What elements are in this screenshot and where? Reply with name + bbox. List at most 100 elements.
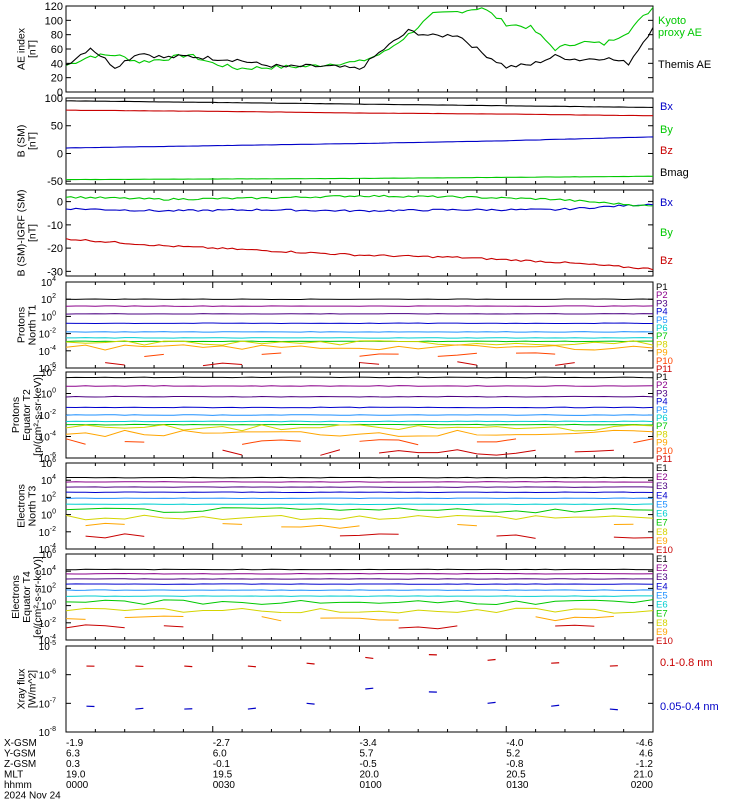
flux-series-line — [124, 615, 184, 619]
y-tick-label: 104 — [41, 474, 56, 487]
flux-legend-entry: P3 — [656, 388, 668, 399]
xray-dash — [487, 658, 496, 661]
flux-series-line — [65, 305, 654, 307]
y-tick-label: 10-2 — [39, 526, 56, 539]
y-tick-label: 20 — [51, 73, 63, 85]
ylabel-line: B (SM) — [16, 125, 28, 158]
flux-legend-entry: E10 — [656, 636, 673, 647]
flux-legend-entry: E2 — [656, 472, 668, 483]
xray-dash — [365, 687, 374, 690]
flux-legend-entry: E3 — [656, 481, 668, 492]
b-series-line — [65, 136, 654, 149]
ephemeris-value: -1.2 — [636, 759, 654, 770]
ephemeris-row-label: MLT — [4, 770, 23, 781]
flux6-ylabel: Electrons Equator T4 [e/(cm²-s-sr-keV)] — [10, 556, 44, 638]
y-tick-label: 0 — [57, 87, 63, 99]
flux-series-line — [85, 522, 125, 527]
flux-legend-entry: E1 — [656, 554, 668, 565]
flux-legend-entry: P9 — [656, 438, 668, 449]
b-series-line — [65, 238, 654, 271]
ephemeris-value: 0000 — [66, 780, 89, 791]
ylabel-line: B (SM)-IGRF (SM) — [16, 190, 28, 277]
ephemeris-value: -0.1 — [213, 759, 231, 770]
flux-legend-entry: E10 — [656, 545, 673, 556]
flux-series-line — [65, 331, 654, 333]
xray-ylabel: Xray flux [W/m^2] — [16, 668, 39, 710]
flux-legend-entry: P7 — [656, 331, 668, 342]
y-tick-label: 60 — [51, 44, 63, 56]
xray-legend-entry: 0.05-0.4 nm — [660, 701, 719, 713]
flux-legend-entry: P4 — [656, 307, 668, 318]
y-tick-label: 50 — [51, 121, 63, 133]
flux-series-line — [398, 625, 458, 630]
ephemeris-value: 19.5 — [213, 770, 233, 781]
ephemeris-value: 19.0 — [66, 770, 86, 781]
xray-legend-entry: 0.1-0.8 nm — [660, 657, 713, 669]
flux-legend-entry: P5 — [656, 405, 668, 416]
flux-series-line — [144, 353, 164, 357]
ephemeris-value: -4.0 — [506, 738, 524, 749]
flux-legend-entry: P4 — [656, 397, 668, 408]
flux-series-line — [65, 618, 86, 620]
ephemeris-value: 0030 — [213, 780, 236, 791]
ephemeris-value: -2.7 — [213, 738, 231, 749]
flux-series-line — [105, 362, 125, 366]
ylabel-line: Equator T4 — [21, 571, 33, 623]
ephemeris-value: 0130 — [506, 780, 529, 791]
flux-legend-entry: E2 — [656, 563, 668, 574]
flux-series-line — [65, 573, 654, 575]
b-legend-entry: Bz — [660, 255, 673, 267]
xray-dash — [135, 707, 144, 710]
flux-legend-entry: P1 — [656, 372, 668, 383]
flux-series-line — [359, 439, 419, 446]
flux-legend-entry: E1 — [656, 463, 668, 474]
flux-series-line — [65, 420, 654, 423]
y-tick-label: -20 — [47, 243, 63, 255]
y-tick-label: 0 — [57, 148, 63, 160]
b-legend-entry: Bx — [660, 101, 673, 113]
flux-legend-entry: E4 — [656, 490, 668, 501]
flux-series-line — [65, 395, 654, 398]
flux-series-line — [222, 523, 243, 525]
flux-legend-entry: P8 — [656, 429, 668, 440]
y-tick-label: 100 — [41, 509, 56, 522]
flux-series-line — [65, 481, 654, 483]
ylabel-line: Electrons — [16, 484, 28, 528]
flux-legend-entry: P2 — [656, 380, 668, 391]
flux-legend-entry: P2 — [656, 290, 668, 301]
flux-series-line — [476, 438, 517, 443]
ylabel-line: AE index — [16, 27, 28, 70]
ae-panel-frame — [65, 5, 654, 93]
xray-dash — [184, 665, 193, 668]
b2-ylabel: B (SM)-IGRF (SM) [nT] — [16, 190, 39, 277]
b-series-line — [65, 100, 654, 108]
b-panel-2-frame — [65, 189, 654, 277]
flux-legend-entry: E6 — [656, 600, 668, 611]
flux-legend-entry: P1 — [656, 282, 668, 293]
flux-series-line — [261, 616, 282, 622]
ae-series-line — [65, 27, 654, 70]
y-tick-label: 102 — [41, 293, 56, 306]
flux-series-line — [457, 524, 477, 527]
ephemeris-value: 5.7 — [360, 749, 374, 760]
xray-dash — [247, 665, 256, 668]
ylabel-line: [e/(cm²-s-sr-keV)] — [32, 556, 44, 638]
flux-series-line — [65, 424, 654, 432]
y-tick-label: 10-7 — [39, 697, 56, 710]
flux-legend-entry: P10 — [656, 356, 673, 367]
flux-legend-entry: E9 — [656, 536, 668, 547]
xray-dash — [487, 701, 496, 704]
flux-legend-entry: P11 — [656, 454, 672, 465]
b-legend-entry: Bx — [660, 197, 673, 209]
flux-series-line — [65, 429, 654, 437]
ae-legend-entry: proxy AE — [658, 27, 702, 39]
flux-series-line — [633, 438, 654, 444]
y-tick-label: 106 — [41, 457, 56, 470]
flux-series-line — [65, 624, 125, 629]
flux-legend-entry: E7 — [656, 518, 668, 529]
y-tick-label: 100 — [41, 310, 56, 323]
xray-dash — [551, 704, 560, 707]
ae-legend-entry: Themis AE — [658, 59, 711, 71]
ylabel-line: Protons — [16, 307, 28, 343]
